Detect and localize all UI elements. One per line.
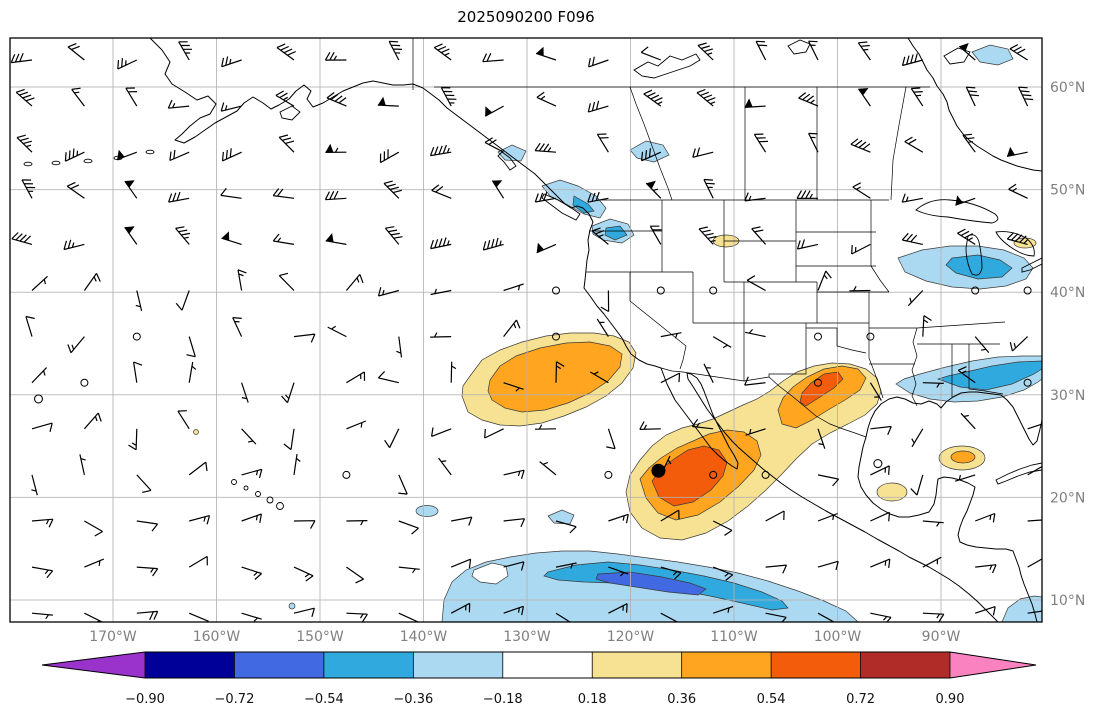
pos-anomaly bbox=[950, 450, 976, 464]
lon-tick-label: 130°W bbox=[503, 629, 551, 645]
neg-anomaly bbox=[1001, 595, 1042, 622]
lon-tick-label: 160°W bbox=[193, 629, 241, 645]
hawaii-island bbox=[276, 502, 284, 510]
colorbar-tick-label: 0.54 bbox=[757, 692, 786, 707]
neg-anomaly bbox=[547, 509, 575, 525]
colorbar-tick-label: −0.72 bbox=[215, 692, 255, 707]
neg-anomaly bbox=[288, 602, 296, 610]
pos-anomaly bbox=[193, 429, 199, 435]
neg-anomaly bbox=[497, 144, 527, 162]
anomaly-fills bbox=[193, 44, 1042, 622]
longitude-labels: 170°W 160°W 150°W 140°W 130°W 120°W 110°W 100°W… bbox=[89, 629, 960, 645]
colorbar-tick-label: −0.36 bbox=[393, 692, 433, 707]
coastline-path bbox=[907, 38, 1042, 172]
neg-anomaly bbox=[971, 44, 1014, 66]
lake bbox=[787, 39, 811, 55]
colorbar-tick-label: 0.90 bbox=[936, 692, 965, 707]
lake-michigan bbox=[965, 234, 983, 276]
colorbar-tick-label: 0.36 bbox=[667, 692, 696, 707]
neg-anomaly bbox=[415, 505, 439, 517]
colorbar-tick-label: 0.72 bbox=[846, 692, 875, 707]
lat-tick-label: 40°N bbox=[1050, 285, 1085, 301]
colorbar-tick-label: −0.54 bbox=[304, 692, 344, 707]
lat-tick-label: 10°N bbox=[1050, 593, 1085, 609]
aleutian-island bbox=[23, 161, 33, 167]
hawaii-island bbox=[243, 485, 249, 491]
latitude-labels: 60°N 50°N 40°N 30°N 20°N 10°N bbox=[1050, 80, 1085, 609]
aleutian-island bbox=[51, 160, 61, 166]
lon-tick-label: 150°W bbox=[296, 629, 344, 645]
calm-wind-circle bbox=[33, 394, 44, 404]
colorbar-tick-label: 0.18 bbox=[578, 692, 607, 707]
lon-tick-label: 100°W bbox=[814, 629, 862, 645]
chart-title: 2025090200 F096 bbox=[457, 8, 595, 26]
lat-tick-label: 30°N bbox=[1050, 388, 1085, 404]
aleutian-island bbox=[83, 158, 93, 164]
neg-anomaly bbox=[572, 195, 595, 214]
aleutian-island bbox=[145, 149, 155, 155]
lon-tick-label: 120°W bbox=[607, 629, 655, 645]
coastline-path bbox=[857, 436, 1038, 622]
hawaii-island bbox=[266, 496, 274, 504]
wind-barbs bbox=[10, 40, 1042, 622]
pos-anomaly bbox=[799, 371, 844, 407]
cuba bbox=[995, 462, 1042, 485]
lake-superior bbox=[915, 199, 999, 224]
calm-wind-circle bbox=[873, 458, 883, 469]
haida-gwaii bbox=[497, 151, 517, 171]
island bbox=[943, 47, 971, 65]
neg-anomaly bbox=[604, 225, 628, 241]
gridlines bbox=[10, 38, 1042, 622]
lon-tick-label: 110°W bbox=[710, 629, 758, 645]
coastlines bbox=[23, 38, 1042, 622]
map-markers bbox=[33, 394, 883, 478]
kodiak-island bbox=[279, 105, 301, 121]
colorbar: −0.90 −0.72 −0.54 −0.36 −0.18 0.18 0.36 0.54 0.7… bbox=[41, 651, 1037, 707]
coastline-path bbox=[149, 38, 999, 622]
lon-tick-label: 140°W bbox=[400, 629, 448, 645]
lon-tick-label: 170°W bbox=[89, 629, 137, 645]
zero-hole bbox=[471, 562, 509, 585]
neg-anomaly bbox=[945, 254, 1013, 280]
great-slave-lake bbox=[633, 53, 701, 79]
colorbar-tick-label: −0.90 bbox=[125, 692, 165, 707]
lon-tick-label: 90°W bbox=[922, 629, 961, 645]
lat-tick-label: 50°N bbox=[1050, 183, 1085, 199]
hawaii-island bbox=[231, 479, 237, 485]
coastline-path bbox=[865, 391, 1042, 446]
lat-tick-label: 20°N bbox=[1050, 490, 1085, 506]
position-dot bbox=[651, 463, 666, 478]
state-province-borders bbox=[412, 38, 1006, 438]
neg-anomaly bbox=[595, 571, 707, 596]
lake-erie bbox=[1021, 257, 1042, 273]
hawaii-island bbox=[255, 491, 261, 497]
lat-tick-label: 60°N bbox=[1050, 80, 1085, 96]
map-frame bbox=[9, 37, 1043, 623]
colorbar-tick-label: −0.18 bbox=[483, 692, 523, 707]
pos-anomaly bbox=[876, 482, 908, 502]
